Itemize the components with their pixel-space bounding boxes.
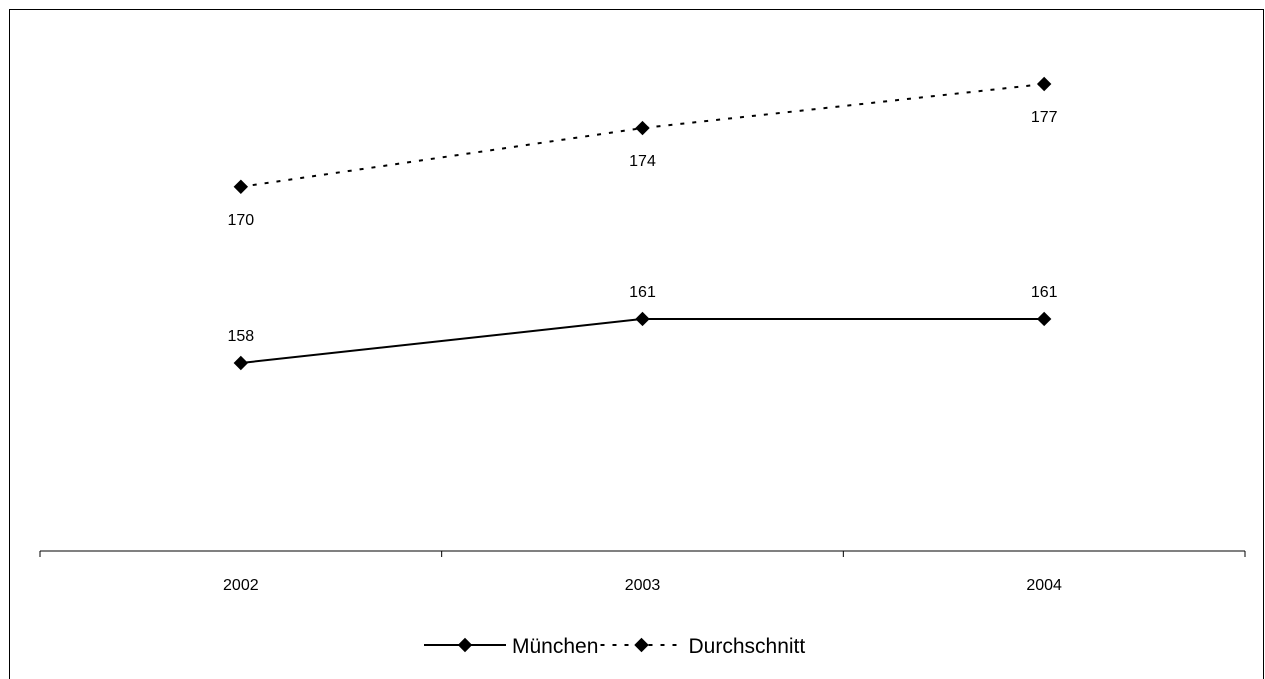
x-tick-label: 2002: [223, 577, 259, 594]
x-axis: 2002 2003 2004: [39, 550, 1246, 594]
series-0: [233, 311, 1052, 371]
legend-item-0: München: [424, 635, 598, 658]
data-label: 174: [629, 153, 656, 170]
data-point: [233, 179, 249, 194]
chart-frame: [9, 9, 1264, 679]
data-point: [233, 355, 249, 371]
data-point: [634, 637, 649, 653]
series-1: [233, 76, 1052, 194]
data-point: [1036, 311, 1052, 327]
x-tick-label: 2003: [625, 577, 661, 594]
legend-item-1: Durchschnitt: [600, 635, 806, 658]
data-labels: 158 161 161 170 174 177: [227, 109, 1057, 345]
data-point: [635, 311, 650, 327]
data-point: [1036, 76, 1052, 92]
legend: München Durchschnitt: [424, 635, 805, 658]
legend-label: Durchschnitt: [689, 635, 806, 658]
data-label: 177: [1031, 109, 1058, 126]
data-point: [457, 637, 473, 653]
data-label: 158: [227, 328, 254, 345]
x-tick-label: 2004: [1026, 577, 1062, 594]
legend-label: München: [512, 635, 598, 658]
series-layer: [233, 76, 1052, 371]
data-label: 170: [227, 212, 254, 229]
series-line: [240, 83, 1045, 188]
data-label: 161: [629, 284, 656, 301]
data-point: [635, 120, 650, 136]
data-label: 161: [1031, 284, 1058, 301]
